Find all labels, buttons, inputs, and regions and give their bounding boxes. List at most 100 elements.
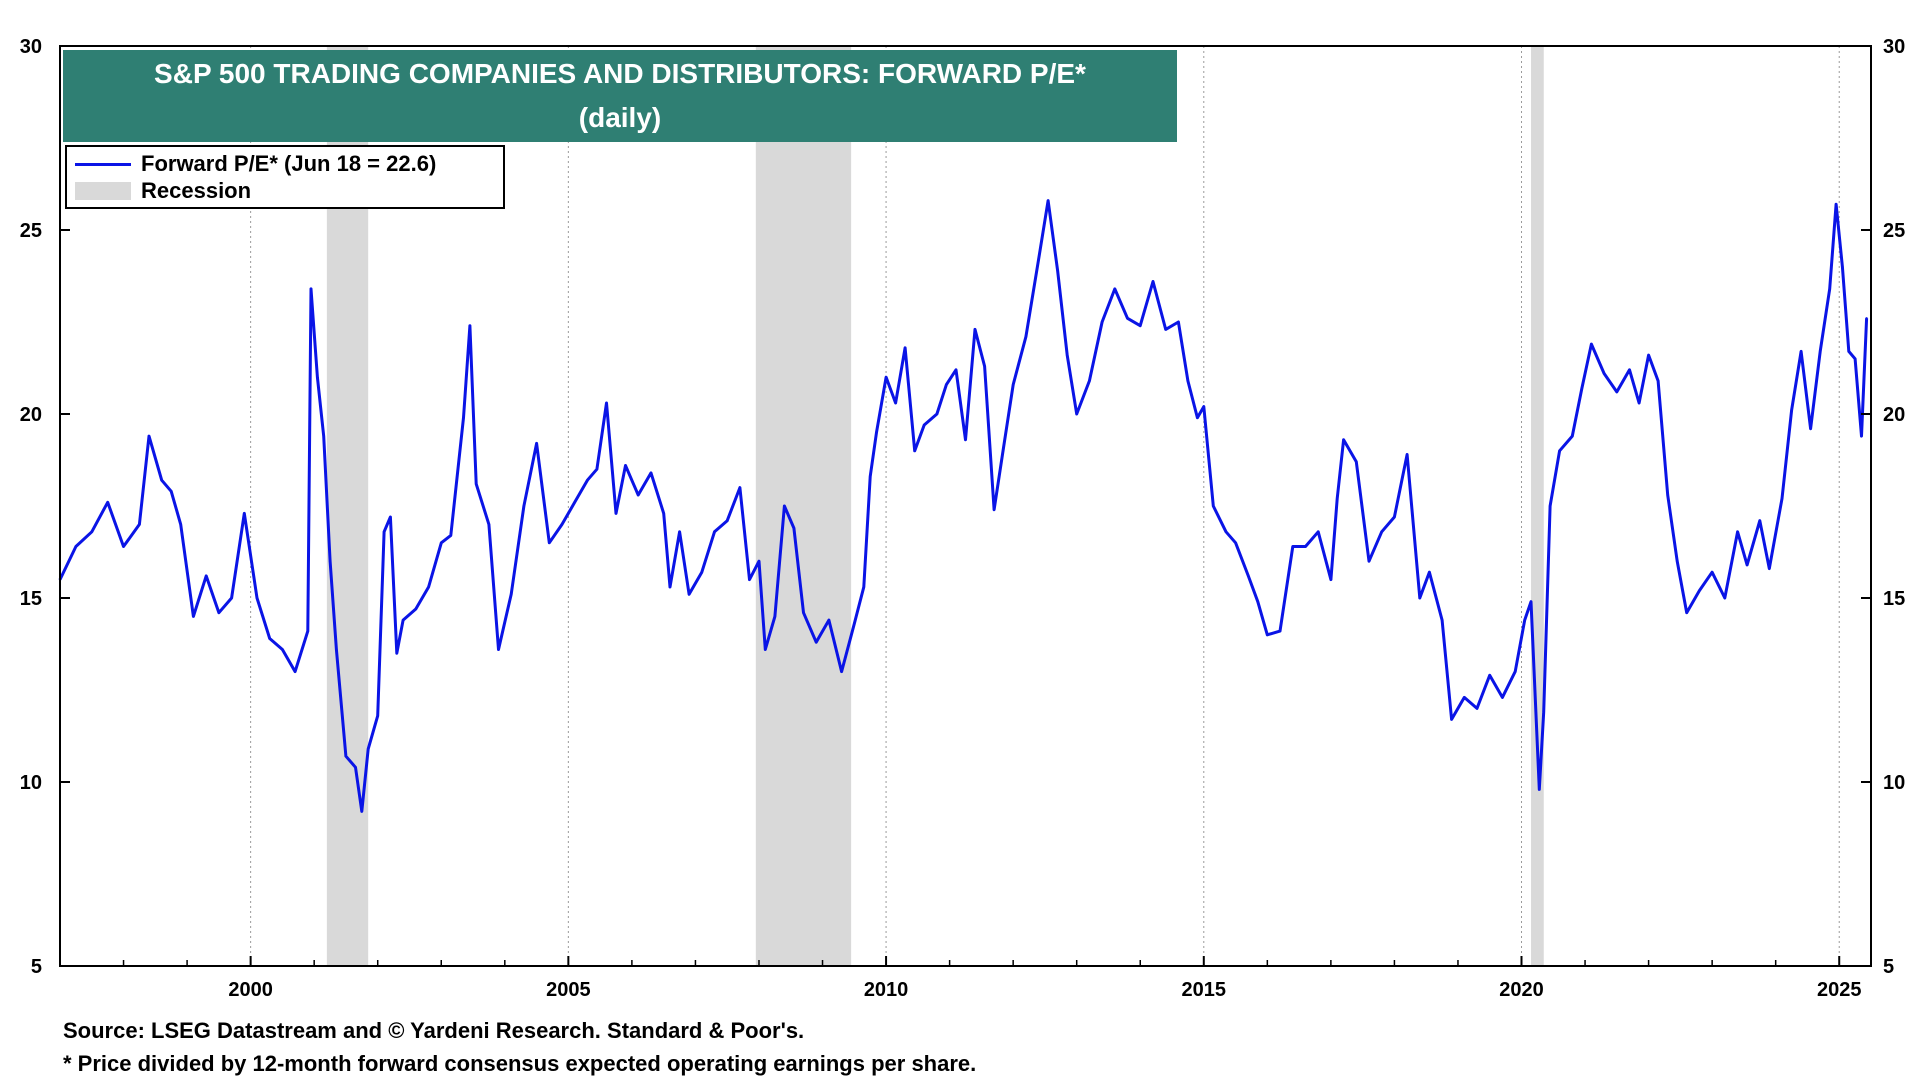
data-point bbox=[1571, 434, 1574, 438]
data-point bbox=[1056, 269, 1059, 272]
data-point bbox=[783, 504, 786, 508]
data-point bbox=[1367, 560, 1371, 563]
data-point bbox=[1809, 427, 1812, 430]
data-point bbox=[614, 512, 618, 515]
data-point bbox=[309, 287, 313, 291]
data-point bbox=[1024, 335, 1028, 338]
y-tick-label-right: 30 bbox=[1883, 36, 1905, 58]
data-point bbox=[1440, 618, 1444, 622]
data-point bbox=[1637, 401, 1641, 405]
data-point bbox=[1336, 497, 1339, 500]
data-point bbox=[1710, 571, 1714, 574]
data-point bbox=[935, 412, 939, 416]
data-point bbox=[74, 545, 78, 548]
x-tick-label: 2000 bbox=[228, 979, 273, 1001]
data-point bbox=[922, 423, 926, 427]
y-tick-label-right: 5 bbox=[1883, 956, 1894, 978]
data-point bbox=[773, 615, 777, 618]
data-point bbox=[827, 618, 831, 622]
data-point bbox=[973, 328, 977, 331]
y-tick-label-left: 10 bbox=[20, 772, 42, 794]
data-point bbox=[913, 449, 916, 452]
data-point bbox=[894, 401, 897, 405]
data-point bbox=[1698, 589, 1701, 592]
data-point bbox=[440, 541, 443, 544]
data-point bbox=[1828, 287, 1831, 291]
footnote: * Price divided by 12-month forward cons… bbox=[63, 1051, 977, 1076]
data-point bbox=[1088, 379, 1091, 383]
y-tick-label-right: 10 bbox=[1883, 772, 1905, 794]
data-point bbox=[90, 530, 93, 533]
data-point bbox=[1523, 618, 1526, 622]
data-point bbox=[1860, 434, 1863, 438]
data-point bbox=[243, 512, 246, 515]
data-point bbox=[1139, 324, 1142, 327]
legend-recession-swatch bbox=[75, 182, 131, 200]
data-point bbox=[945, 383, 948, 386]
data-point bbox=[414, 607, 418, 611]
data-point bbox=[366, 747, 370, 751]
data-point bbox=[535, 442, 538, 445]
data-point bbox=[1011, 383, 1015, 386]
data-point bbox=[687, 593, 691, 596]
data-point bbox=[138, 523, 141, 526]
data-point bbox=[1304, 545, 1307, 548]
data-point bbox=[595, 468, 599, 471]
data-point bbox=[814, 640, 818, 644]
data-point bbox=[726, 519, 729, 522]
data-point bbox=[335, 648, 338, 651]
data-point bbox=[1628, 368, 1631, 372]
data-point bbox=[1853, 357, 1857, 360]
source-note: Source: LSEG Datastream and © Yardeni Re… bbox=[63, 1018, 805, 1043]
y-tick-label-left: 25 bbox=[20, 220, 42, 242]
data-point bbox=[401, 618, 405, 622]
data-point bbox=[1037, 258, 1040, 261]
data-point bbox=[862, 585, 866, 589]
data-point bbox=[1247, 574, 1250, 578]
data-point bbox=[1488, 674, 1491, 677]
x-tick-label: 2015 bbox=[1182, 979, 1227, 1001]
data-point bbox=[1615, 390, 1619, 394]
data-point bbox=[395, 652, 398, 655]
legend-line-swatch bbox=[75, 162, 131, 166]
x-tick-label: 2010 bbox=[864, 979, 909, 1001]
data-point bbox=[1666, 493, 1669, 497]
data-point bbox=[1745, 563, 1749, 567]
data-point bbox=[106, 501, 109, 504]
data-point bbox=[1841, 265, 1844, 268]
data-point bbox=[1278, 629, 1282, 633]
data-point bbox=[487, 523, 491, 526]
data-point bbox=[1126, 317, 1129, 320]
data-point bbox=[964, 438, 967, 441]
data-point bbox=[748, 578, 751, 581]
data-point bbox=[522, 504, 526, 508]
series-layer bbox=[58, 199, 1869, 813]
data-point bbox=[954, 368, 958, 372]
data-point bbox=[1818, 350, 1822, 353]
data-point bbox=[1647, 353, 1650, 357]
data-point bbox=[360, 810, 364, 813]
y-tick-label-right: 15 bbox=[1883, 588, 1905, 610]
data-point bbox=[573, 501, 576, 504]
data-point bbox=[1212, 504, 1215, 508]
data-point bbox=[1590, 342, 1593, 346]
data-point bbox=[1548, 504, 1552, 508]
data-point bbox=[1256, 600, 1260, 603]
data-point bbox=[389, 515, 392, 519]
data-point bbox=[354, 766, 357, 769]
data-point bbox=[170, 490, 173, 493]
data-point bbox=[1065, 353, 1069, 357]
data-point bbox=[713, 530, 716, 533]
data-point bbox=[322, 434, 325, 438]
data-point bbox=[1538, 788, 1541, 791]
data-point bbox=[1266, 633, 1269, 636]
data-point bbox=[840, 670, 843, 673]
data-point bbox=[1100, 320, 1104, 324]
y-tick-label-left: 30 bbox=[20, 36, 42, 58]
data-point bbox=[1164, 328, 1167, 331]
data-point bbox=[1501, 696, 1504, 699]
data-point bbox=[884, 376, 888, 379]
data-point bbox=[268, 637, 271, 640]
data-point bbox=[179, 523, 182, 526]
